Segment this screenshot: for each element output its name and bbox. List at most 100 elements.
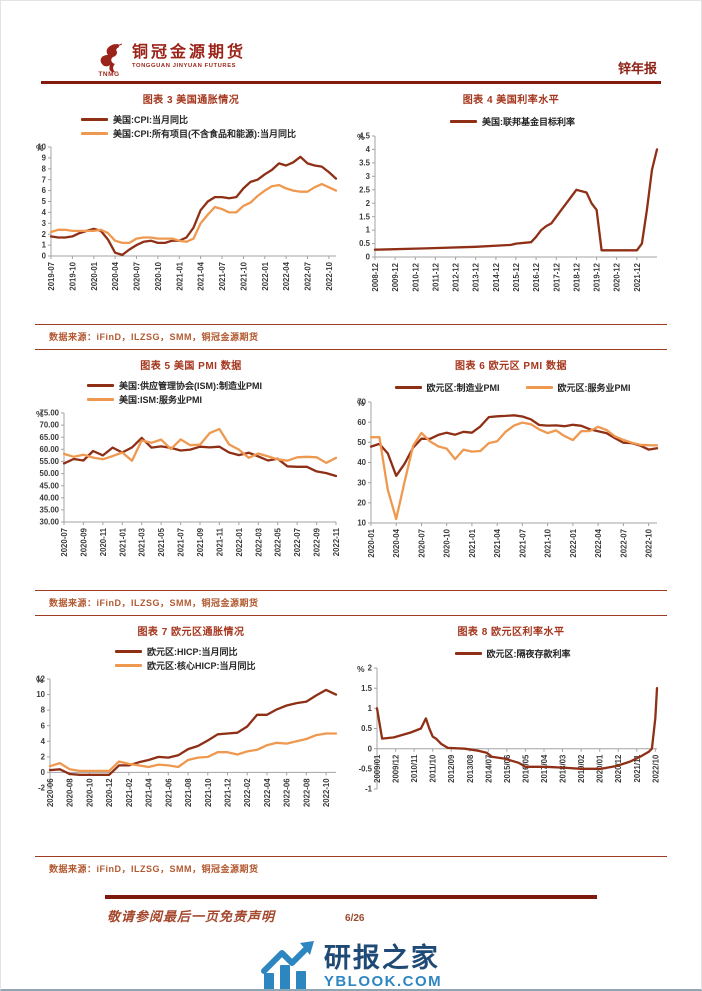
- svg-text:2020-09: 2020-09: [79, 527, 88, 556]
- chart-title: 图表 4 美国利率水平: [462, 95, 560, 106]
- svg-text:%: %: [357, 132, 365, 142]
- svg-text:8: 8: [41, 706, 46, 715]
- chart-legend: 美国:CPI:当月同比 美国:CPI:所有项目(不含食品和能源):当月同比: [35, 110, 348, 140]
- svg-text:2021-10: 2021-10: [239, 261, 248, 290]
- svg-text:%: %: [36, 143, 44, 153]
- svg-text:2014/07: 2014/07: [484, 755, 493, 783]
- svg-text:2009/12: 2009/12: [392, 754, 401, 783]
- legend-label: 欧元区:HICP:当月同比: [147, 647, 238, 657]
- chart-plot: % 0 1 2 3 4 5 6 7 89 10 2019-07 2019-10 2020-01 2020-0…: [36, 143, 338, 291]
- source-section: 数据来源：iFinD，ILZSG，SMM，铜冠金源期货: [35, 590, 667, 616]
- site-name: 研报之家: [323, 943, 440, 973]
- svg-text:2020-04: 2020-04: [111, 261, 120, 290]
- svg-text:2021-10: 2021-10: [204, 778, 213, 807]
- svg-text:2021-03: 2021-03: [138, 527, 147, 556]
- legend-label: 美国:CPI:当月同比: [113, 115, 188, 125]
- legend-item: 欧元区:HICP:当月同比: [115, 645, 238, 658]
- svg-text:40: 40: [357, 458, 366, 467]
- svg-text:2020-04: 2020-04: [392, 528, 401, 557]
- svg-text:1: 1: [368, 704, 373, 713]
- chart-title: 图表 8 欧元区利率水平: [457, 627, 565, 638]
- svg-text:2021-07: 2021-07: [518, 529, 527, 558]
- chart-legend: 欧元区:制造业PMI 欧元区:服务业PMI: [356, 376, 669, 395]
- svg-text:60: 60: [357, 418, 366, 427]
- svg-text:2021-02: 2021-02: [125, 778, 134, 807]
- chart-plot: % -2 0 2 4 6 8 10 12 2020-06 2020-08 2020-10 2020-12…: [36, 675, 338, 807]
- legend-line-swatch: [81, 132, 108, 135]
- company-name-en: TONGGUAN JINYUAN FUTURES: [132, 63, 237, 70]
- svg-text:2: 2: [366, 199, 371, 208]
- svg-text:0.5: 0.5: [359, 239, 371, 248]
- svg-text:-0.5: -0.5: [359, 764, 373, 773]
- svg-text:2022-04: 2022-04: [263, 778, 272, 807]
- svg-text:2022-03: 2022-03: [254, 527, 263, 556]
- chart-plot: % 0 0.5 1 1.5 2 2.5 3 3.5 4 4.5 2008-12 2009-12 2010-…: [357, 132, 659, 292]
- svg-text:2022-10: 2022-10: [325, 261, 334, 290]
- legend-line-swatch: [87, 384, 114, 387]
- source-note: 数据来源：iFinD，ILZSG，SMM，铜冠金源期货: [49, 598, 259, 608]
- svg-text:60.00: 60.00: [39, 445, 59, 454]
- svg-text:2021-04: 2021-04: [493, 528, 502, 557]
- svg-text:10: 10: [36, 690, 45, 699]
- svg-text:2020-12: 2020-12: [105, 778, 114, 807]
- chart-us-inflation: 美国:CPI:当月同比 美国:CPI:所有项目(不含食品和能源):当月同比% 0 1 2…: [35, 110, 348, 316]
- svg-text:0: 0: [42, 252, 47, 261]
- svg-text:2012/09: 2012/09: [447, 754, 456, 783]
- legend-label: 美国:ISM:服务业PMI: [119, 395, 202, 405]
- svg-text:2022-10: 2022-10: [322, 778, 331, 807]
- svg-text:5: 5: [42, 197, 47, 206]
- legend-line-swatch: [525, 385, 553, 389]
- svg-text:2010-12: 2010-12: [411, 262, 420, 291]
- svg-text:2020-07: 2020-07: [133, 262, 142, 291]
- svg-text:2021-08: 2021-08: [184, 778, 193, 807]
- svg-text:2022-01: 2022-01: [261, 261, 270, 290]
- chart-title: 图表 7 欧元区通胀情况: [137, 627, 245, 638]
- legend-line-swatch: [115, 650, 142, 653]
- svg-text:2009-12: 2009-12: [391, 262, 400, 291]
- svg-text:2020-01: 2020-01: [367, 528, 376, 557]
- svg-text:2022-01: 2022-01: [569, 528, 578, 557]
- chart-legend: 欧元区:隔夜存款利率: [356, 642, 669, 661]
- legend-label: 美国:供应管理协会(ISM):制造业PMI: [119, 381, 262, 391]
- legend-label: 欧元区:服务业PMI: [557, 382, 631, 393]
- section-rule: [35, 324, 667, 325]
- svg-text:2015-12: 2015-12: [512, 262, 521, 291]
- svg-text:75.00: 75.00: [39, 409, 59, 418]
- svg-text:2022-04: 2022-04: [282, 261, 291, 290]
- svg-text:2022-07: 2022-07: [293, 528, 302, 557]
- svg-text:%: %: [357, 398, 365, 408]
- svg-text:1: 1: [42, 241, 47, 250]
- svg-text:0: 0: [366, 253, 371, 262]
- legend-item: 美国:供应管理协会(ISM):制造业PMI: [87, 379, 262, 392]
- svg-text:4: 4: [42, 208, 47, 217]
- chart-us-rates: 美国:联邦基金目标利率% 0 0.5 1 1.5 2 2.5 3 3.5 4 4.5 2008-12 2…: [356, 110, 669, 316]
- section-rule: [35, 349, 667, 350]
- svg-text:2020-10: 2020-10: [443, 528, 452, 557]
- svg-text:2020-06: 2020-06: [46, 778, 55, 807]
- svg-text:2020-11: 2020-11: [99, 527, 108, 556]
- svg-text:2019-07: 2019-07: [47, 262, 56, 291]
- chart-euro-rates: 欧元区:隔夜存款利率% -1 -0.5 0 0.5 1 1.5 2 2009/01 2009/12…: [356, 642, 669, 848]
- svg-text:2022-05: 2022-05: [274, 527, 283, 556]
- svg-text:1.5: 1.5: [359, 212, 371, 221]
- source-note: 数据来源：iFinD，ILZSG，SMM，铜冠金源期货: [49, 864, 259, 874]
- disclaimer-text: 敬请参阅最后一页免责声明: [107, 910, 276, 925]
- svg-text:6: 6: [41, 721, 46, 730]
- legend-item: 美国:CPI:当月同比: [81, 113, 188, 126]
- watermark-chart-icon: [260, 941, 314, 989]
- chart-euro-inflation: 欧元区:HICP:当月同比 欧元区:核心HICP:当月同比% -2 0 2 4 6 8 10 12…: [35, 642, 348, 848]
- report-type-label: 锌年报: [617, 62, 657, 77]
- svg-text:%: %: [357, 664, 365, 674]
- svg-text:4.5: 4.5: [359, 132, 371, 141]
- svg-text:2021-11: 2021-11: [215, 527, 224, 556]
- source-note: 数据来源：iFinD，ILZSG，SMM，铜冠金源期货: [49, 332, 259, 342]
- svg-text:0: 0: [368, 744, 373, 753]
- site-url: YBLOOK.COM: [323, 973, 443, 990]
- legend-item: 美国:联邦基金目标利率: [450, 115, 575, 128]
- svg-text:70: 70: [357, 398, 366, 407]
- section-rule: [35, 856, 667, 857]
- svg-text:2021-06: 2021-06: [164, 778, 173, 807]
- svg-text:9: 9: [42, 154, 47, 163]
- svg-text:2010/11: 2010/11: [410, 754, 419, 782]
- svg-text:2020/12: 2020/12: [614, 754, 623, 783]
